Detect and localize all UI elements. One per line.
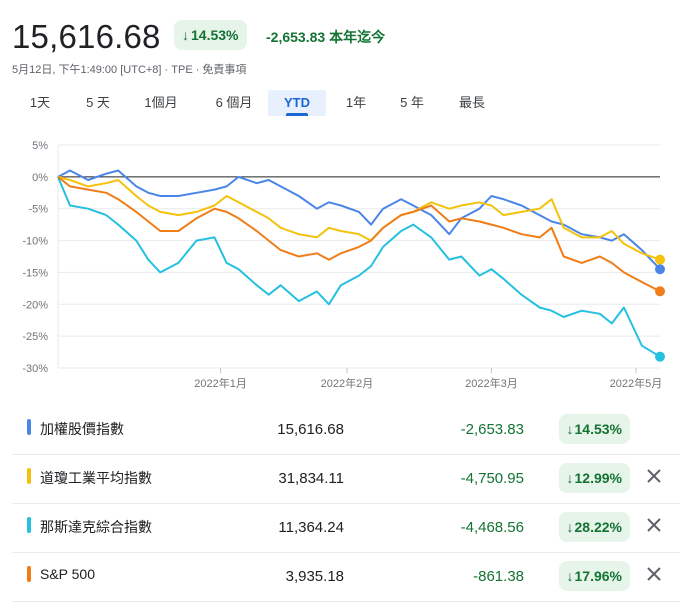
y-tick-label: 0%: [32, 172, 48, 184]
chart-end-markers: [655, 254, 665, 362]
remove-series-sp500-button[interactable]: [644, 564, 664, 584]
series-change: -4,750.95: [460, 470, 524, 487]
remove-series-nasdaq-button[interactable]: [644, 515, 664, 535]
series-change-percent-badge: ↓12.99%: [558, 463, 630, 493]
change-percent-badge: ↓ 14.53%: [174, 20, 248, 50]
quote-header: 15,616.68 ↓ 14.53% -2,653.83 本年迄今: [12, 16, 682, 60]
arrow-down-icon: ↓: [182, 27, 189, 43]
y-tick-label: -30%: [22, 363, 48, 375]
tab-5-year[interactable]: 5 年: [400, 95, 424, 110]
x-tick-label: 2022年5月: [610, 376, 663, 390]
series-change: -861.38: [473, 568, 524, 585]
change-absolute: -2,653.83 本年迄今: [266, 27, 385, 47]
change-percent: 14.53%: [191, 27, 239, 43]
series-name: 道瓊工業平均指數: [40, 470, 152, 486]
y-tick-label: -25%: [22, 331, 48, 343]
change-absolute-value: -2,653.83: [266, 29, 326, 45]
time-range-tabs: 1天 5 天 1個月 6 個月 YTD 1年 5 年 最長: [12, 90, 682, 118]
series-color-swatch: [27, 419, 31, 435]
series-change-percent-badge: ↓28.22%: [558, 512, 630, 542]
series-change-percent: 28.22%: [574, 519, 622, 535]
legend-row-dow[interactable]: 道瓊工業平均指數 31,834.11 -4,750.95 ↓12.99%: [12, 454, 680, 504]
chart-grid: [57, 144, 660, 369]
arrow-down-icon: ↓: [566, 519, 574, 535]
series-color-swatch: [27, 517, 31, 533]
y-tick-label: -20%: [22, 299, 48, 311]
x-tick-label: 2022年2月: [321, 376, 374, 390]
series-change-percent-badge: ↓14.53%: [558, 414, 630, 444]
series-end-marker-sp500: [655, 286, 665, 297]
current-price: 15,616.68: [12, 18, 161, 55]
series-change-percent-badge: ↓17.96%: [558, 561, 630, 591]
series-line-dow: [57, 175, 661, 261]
chart-series: [57, 169, 661, 358]
series-line-taiex: [57, 169, 661, 270]
tab-1-day[interactable]: 1天: [29, 95, 51, 110]
legend-row-sp500[interactable]: S&P 500 3,935.18 -861.38 ↓17.96%: [12, 552, 680, 602]
y-tick-label: 5%: [32, 140, 48, 152]
series-name: 加權股價指數: [40, 421, 124, 437]
remove-series-dow-button[interactable]: [644, 466, 664, 486]
series-change-percent: 12.99%: [574, 470, 622, 486]
y-tick-label: -5%: [28, 204, 48, 216]
series-color-swatch: [27, 566, 31, 582]
series-value: 15,616.68: [277, 421, 344, 438]
quote-timestamp: 5月12日, 下午1:49:00 [UTC+8] · TPE · 免責事項: [12, 64, 247, 76]
series-end-marker-dow: [655, 254, 665, 265]
x-axis: 2022年1月 2022年2月 2022年3月 2022年5月: [194, 368, 662, 390]
series-end-marker-taiex: [655, 264, 665, 275]
x-tick-label: 2022年1月: [194, 376, 247, 390]
series-value: 11,364.24: [278, 519, 344, 536]
series-end-marker-nasdaq: [655, 351, 665, 362]
tab-5-day[interactable]: 5 天: [86, 95, 110, 110]
tab-1-month[interactable]: 1個月: [144, 95, 178, 110]
period-label: 本年迄今: [329, 29, 386, 45]
arrow-down-icon: ↓: [566, 421, 574, 437]
arrow-down-icon: ↓: [566, 470, 574, 486]
series-change: -4,468.56: [460, 519, 524, 536]
y-tick-label: -10%: [22, 236, 48, 248]
series-change-percent: 17.96%: [574, 568, 622, 584]
close-icon: [647, 567, 661, 581]
y-tick-label: -15%: [22, 267, 48, 279]
series-change-percent: 14.53%: [574, 421, 622, 437]
series-value: 3,935.18: [285, 568, 344, 585]
tab-ytd[interactable]: YTD: [268, 90, 326, 116]
legend-row-taiex[interactable]: 加權股價指數 15,616.68 -2,653.83 ↓14.53%: [12, 405, 680, 455]
series-color-swatch: [27, 468, 31, 484]
close-icon: [647, 469, 661, 483]
series-value: 31,834.11: [278, 470, 344, 487]
series-line-nasdaq: [57, 176, 661, 358]
series-change: -2,653.83: [460, 421, 524, 438]
series-name: S&P 500: [40, 566, 96, 582]
legend-row-nasdaq[interactable]: 那斯達克綜合指數 11,364.24 -4,468.56 ↓28.22%: [12, 503, 680, 553]
tab-1-year[interactable]: 1年: [345, 95, 367, 110]
tab-6-month[interactable]: 6 個月: [215, 95, 253, 110]
x-tick-label: 2022年3月: [465, 376, 518, 390]
close-icon: [647, 518, 661, 532]
series-name: 那斯達克綜合指數: [40, 519, 152, 535]
series-line-sp500: [57, 176, 661, 293]
comparison-chart[interactable]: 5%0%-5%-10%-15%-20%-25%-30% 2022年1月 2022年…: [0, 130, 691, 400]
arrow-down-icon: ↓: [566, 568, 574, 584]
y-axis: 5% 0% -5% -10% -15% -20% -25% -30%: [22, 140, 48, 375]
tab-max[interactable]: 最長: [458, 95, 485, 110]
